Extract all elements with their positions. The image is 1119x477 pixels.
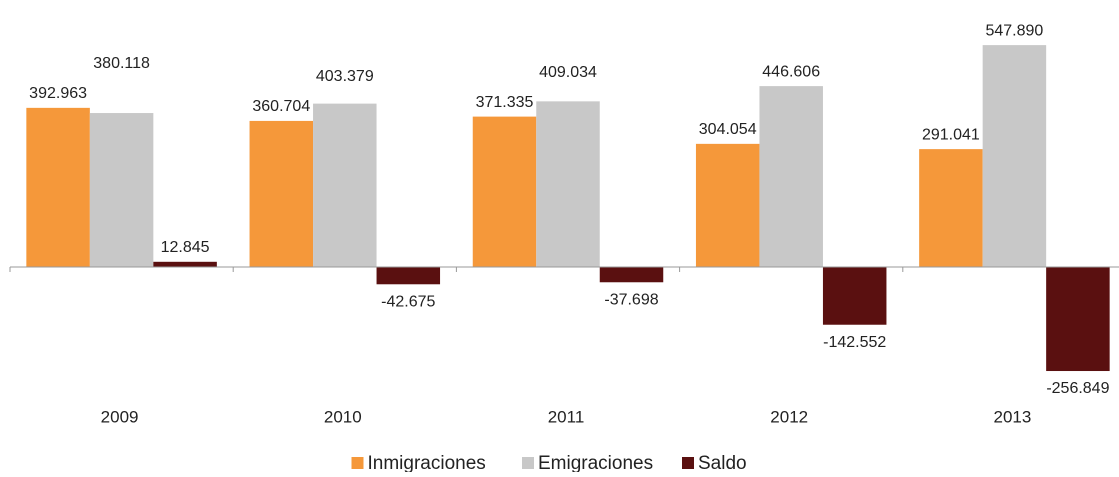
bar <box>919 149 983 267</box>
data-label: 371.335 <box>476 94 534 111</box>
x-tick-label: 2009 <box>101 407 139 426</box>
bar <box>249 120 314 267</box>
data-label: 12.845 <box>161 239 210 256</box>
data-label: 304.054 <box>699 121 757 138</box>
bar <box>153 261 217 267</box>
bar <box>376 267 441 285</box>
data-label: -37.698 <box>604 291 658 308</box>
legend-swatch <box>682 457 694 469</box>
bar <box>1046 267 1110 372</box>
bar <box>313 103 377 268</box>
data-label: 392.963 <box>29 85 87 102</box>
bar <box>89 113 154 267</box>
bar <box>695 143 760 267</box>
legend-label: Inmigraciones <box>368 453 486 472</box>
bar <box>759 86 823 267</box>
data-label: -142.552 <box>823 334 886 351</box>
bar <box>822 267 887 325</box>
x-tick-label: 2012 <box>770 407 808 426</box>
x-tick-label: 2011 <box>548 407 585 426</box>
bar <box>982 45 1047 267</box>
data-label: 380.118 <box>93 55 150 72</box>
data-label: 409.034 <box>539 64 597 81</box>
data-label: -42.675 <box>381 294 435 311</box>
bar <box>536 101 600 267</box>
data-label: -256.849 <box>1046 380 1109 397</box>
bar <box>599 267 664 283</box>
data-label: 446.606 <box>762 63 820 80</box>
data-label: 360.704 <box>252 98 310 115</box>
data-label: 547.890 <box>985 22 1043 39</box>
bar <box>26 107 90 268</box>
data-label: 291.041 <box>922 126 980 143</box>
legend-label: Emigraciones <box>538 453 653 472</box>
x-tick-label: 2013 <box>993 407 1031 426</box>
data-label: 403.379 <box>316 68 374 85</box>
legend-swatch <box>351 457 364 469</box>
legend-swatch <box>522 457 534 469</box>
x-tick-label: 2010 <box>324 407 362 426</box>
bar <box>472 116 537 268</box>
legend-label: Saldo <box>698 453 747 472</box>
